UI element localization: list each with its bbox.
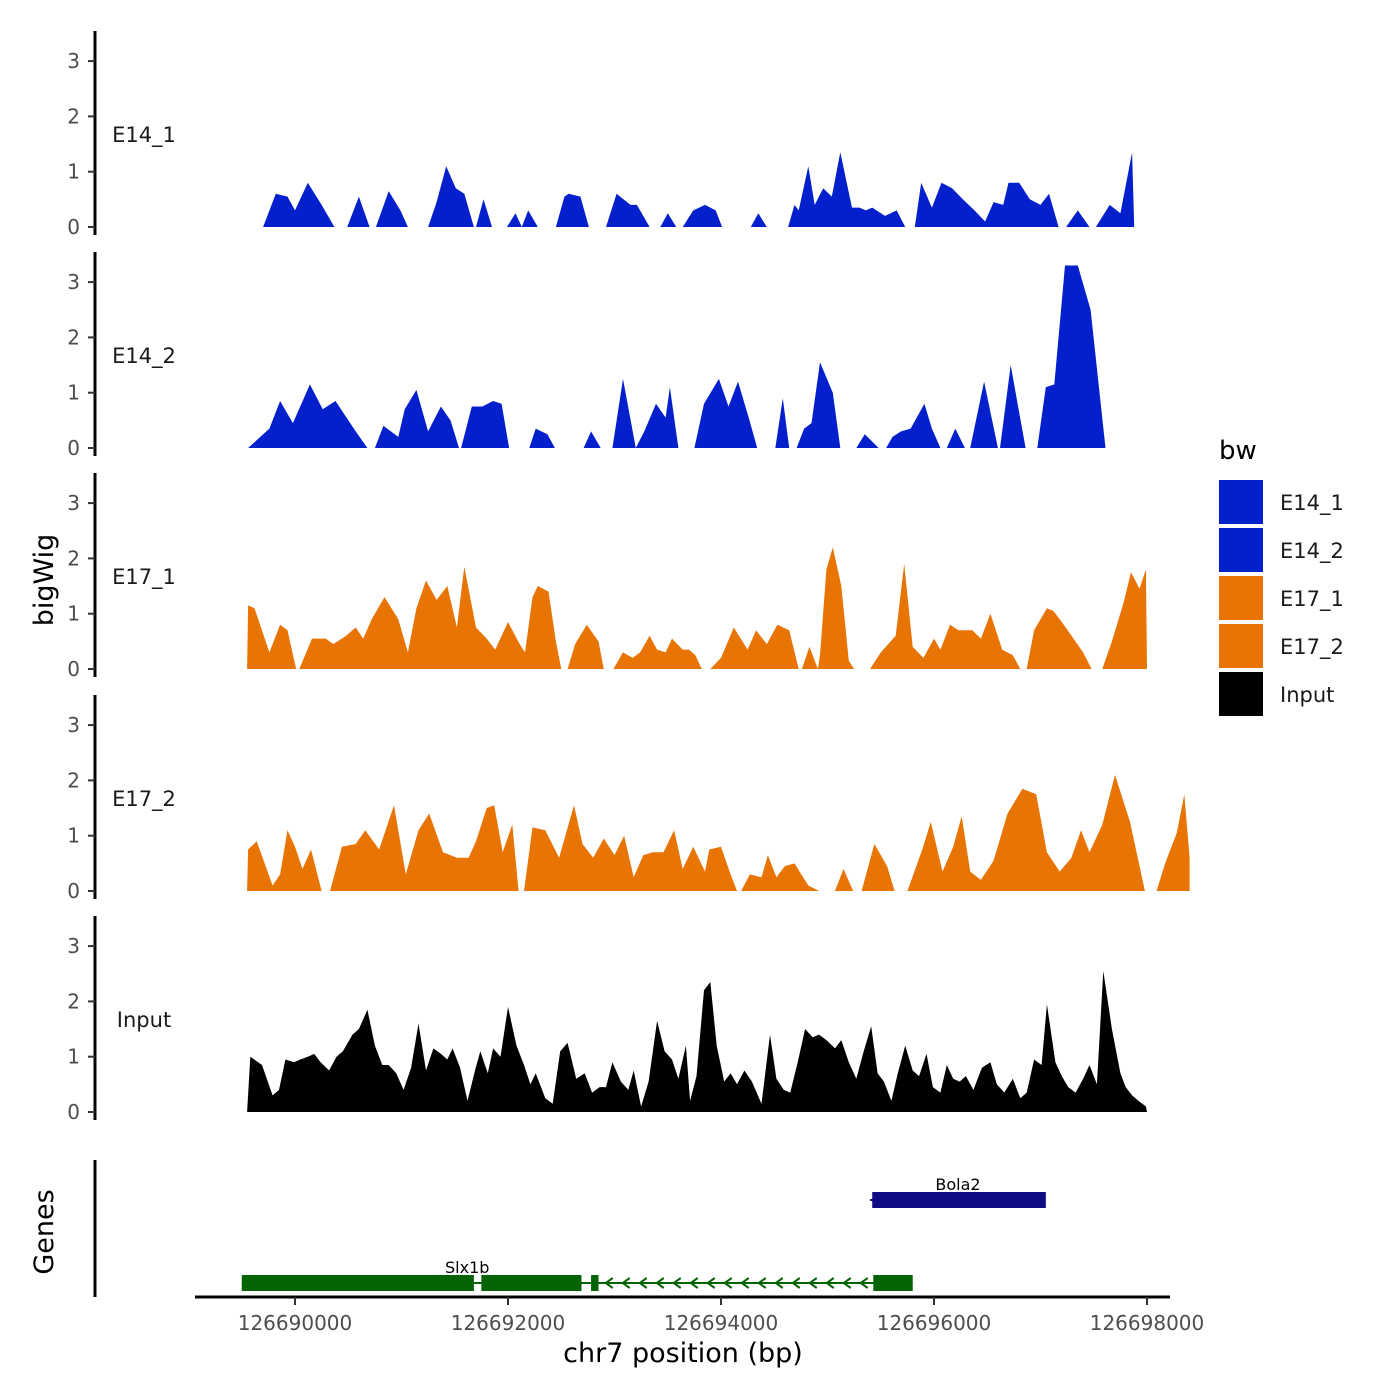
legend-swatch: [1219, 624, 1263, 668]
strand-arrow: [723, 1277, 733, 1289]
gene-label: Slx1b: [445, 1258, 489, 1277]
genes-track: Bola2 Slx1b: [93, 1160, 1046, 1297]
track-E14_2: 0 1 2 3 E14_2: [67, 252, 1119, 460]
strand-arrow: [689, 1277, 699, 1289]
x-tick-label: 126698000: [1090, 1311, 1205, 1335]
legend: bw E14_1 E14_2 E17_1 E17_2 Input: [1219, 436, 1344, 716]
y-tick-label: 0: [67, 436, 80, 460]
x-axis: 126690000 126692000 126694000 126696000 1266…: [195, 1295, 1205, 1335]
y-tick-label: 1: [67, 381, 80, 405]
gene-exon: [241, 1275, 474, 1291]
y-tick-label: 1: [67, 1045, 80, 1069]
y-tick-label: 0: [67, 215, 80, 239]
y-tick-label: 2: [67, 989, 80, 1013]
signal-area-E14_1: [251, 152, 1135, 227]
x-tick-label: 126690000: [238, 1311, 353, 1335]
track-label: E17_1: [112, 565, 176, 590]
track-E17_2: 0 1 2 3 E17_2: [67, 695, 1190, 903]
strand-arrow: [842, 1277, 852, 1289]
legend-swatch: [1219, 576, 1263, 620]
strand-arrow: [757, 1277, 767, 1289]
legend-swatch: [1219, 528, 1263, 572]
strand-arrow: [859, 1277, 869, 1289]
legend-swatch: [1219, 672, 1263, 716]
y-tick-label: 1: [67, 602, 80, 626]
strand-arrow: [655, 1277, 665, 1289]
x-tick-label: 126696000: [877, 1311, 992, 1335]
y-tick-label: 0: [67, 879, 80, 903]
x-axis-title: chr7 position (bp): [563, 1338, 803, 1369]
gene-exon: [872, 1192, 1046, 1208]
y-tick-label: 3: [67, 270, 80, 294]
track-label: E14_2: [112, 344, 176, 369]
legend-swatch: [1219, 480, 1263, 524]
bigwig-tracks: 0 1 2 3 E14_1 0 1 2 3 E14_2 0 1 2 3 E17_1 0 1 2 3 E17_2 0 1 2 3…: [67, 31, 1190, 1124]
strand-arrow: [791, 1277, 801, 1289]
track-E14_1: 0 1 2 3 E14_1: [67, 31, 1135, 239]
signal-area-Input: [247, 971, 1148, 1112]
strand-arrow: [621, 1277, 631, 1289]
track-E17_1: 0 1 2 3 E17_1: [67, 473, 1148, 681]
strand-arrow: [740, 1277, 750, 1289]
x-tick-label: 126694000: [664, 1311, 779, 1335]
track-label: E14_1: [112, 123, 176, 148]
gene-exon: [591, 1275, 599, 1291]
y-tick-label: 2: [67, 104, 80, 128]
legend-label: E17_1: [1280, 587, 1344, 612]
y-tick-label: 2: [67, 546, 80, 570]
signal-area-E14_2: [248, 265, 1119, 448]
strand-arrow: [706, 1277, 716, 1289]
x-tick-label: 126692000: [451, 1311, 566, 1335]
genes-axis-title: Genes: [29, 1189, 60, 1274]
legend-title: bw: [1219, 436, 1257, 466]
track-label: Input: [117, 1008, 171, 1032]
y-tick-label: 0: [67, 657, 80, 681]
strand-arrow: [774, 1277, 784, 1289]
legend-label: E17_2: [1280, 635, 1344, 660]
y-tick-label: 1: [67, 824, 80, 848]
strand-arrow: [825, 1277, 835, 1289]
track-Input: 0 1 2 3 Input: [67, 916, 1148, 1124]
gene-Slx1b: Slx1b: [241, 1258, 913, 1291]
signal-area-E17_2: [247, 774, 1190, 891]
signal-area-E17_1: [247, 547, 1148, 669]
y-tick-label: 1: [67, 160, 80, 184]
y-tick-label: 2: [67, 325, 80, 349]
gene-Bola2: Bola2: [870, 1175, 1046, 1208]
y-tick-label: 3: [67, 49, 80, 73]
gene-exon: [481, 1275, 582, 1291]
gene-exon: [873, 1275, 913, 1291]
y-tick-label: 2: [67, 768, 80, 792]
y-tick-label: 3: [67, 934, 80, 958]
legend-label: Input: [1280, 683, 1334, 707]
y-tick-label: 3: [67, 491, 80, 515]
strand-arrow: [638, 1277, 648, 1289]
strand-arrow: [808, 1277, 818, 1289]
legend-label: E14_2: [1280, 539, 1344, 564]
track-label: E17_2: [112, 787, 176, 812]
strand-arrow: [672, 1277, 682, 1289]
y-tick-label: 0: [67, 1100, 80, 1124]
gene-label: Bola2: [935, 1175, 980, 1194]
legend-label: E14_1: [1280, 491, 1344, 516]
y-axis-title: bigWig: [29, 534, 60, 627]
y-tick-label: 3: [67, 713, 80, 737]
strand-arrow: [604, 1277, 614, 1289]
